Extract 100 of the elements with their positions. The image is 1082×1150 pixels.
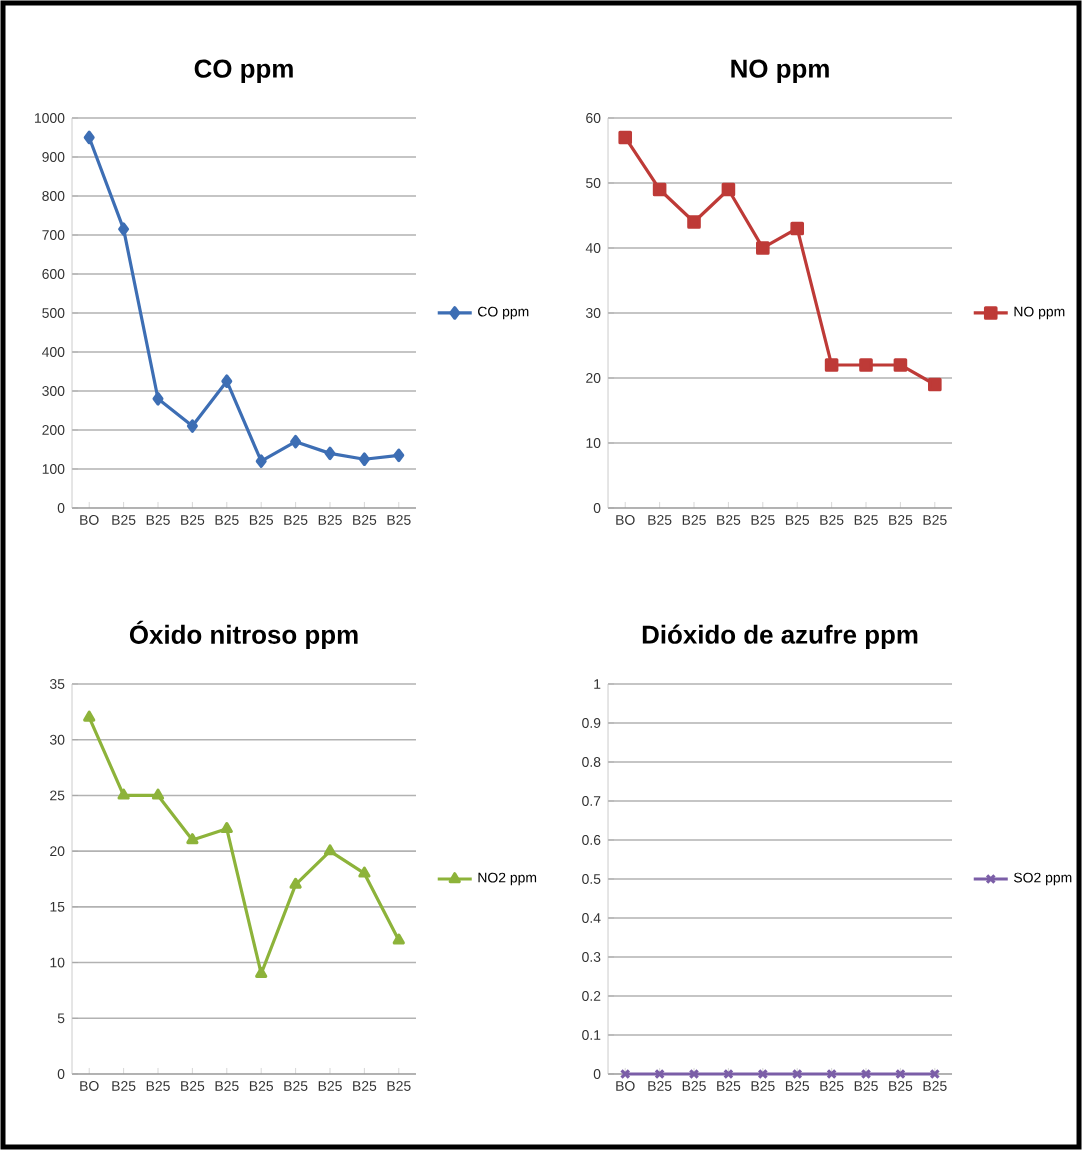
x-tick-label: B25 bbox=[249, 1081, 273, 1091]
y-tick-label: 0 bbox=[57, 503, 65, 513]
y-tick-label: 30 bbox=[49, 734, 65, 745]
point bbox=[186, 419, 198, 433]
x-tick-label: B25 bbox=[249, 515, 273, 525]
y-tick-label: 20 bbox=[586, 373, 601, 383]
chart-title: Dióxido de azufre ppm bbox=[642, 624, 918, 649]
point bbox=[220, 822, 233, 834]
y-tick-label: 0 bbox=[593, 1069, 601, 1079]
x-tick-label: B25 bbox=[215, 1081, 239, 1091]
point bbox=[687, 215, 701, 229]
y-tick-label: 800 bbox=[42, 191, 65, 201]
legend-label: SO2 ppm bbox=[1013, 872, 1072, 886]
legend-label: NO ppm bbox=[1014, 306, 1065, 320]
point bbox=[859, 358, 873, 372]
y-tick-label: 5 bbox=[57, 1013, 65, 1024]
point bbox=[117, 222, 129, 236]
y-tick-label: 200 bbox=[42, 425, 65, 435]
point bbox=[755, 241, 770, 255]
x-tick-label: B25 bbox=[318, 1081, 342, 1091]
y-tick-label: 500 bbox=[42, 308, 65, 318]
point bbox=[289, 434, 301, 449]
y-tick-label: 1000 bbox=[34, 113, 65, 123]
x-tick-label: BO bbox=[616, 515, 635, 525]
point bbox=[927, 377, 942, 392]
point bbox=[151, 788, 164, 800]
x-tick-label: B25 bbox=[682, 1081, 706, 1091]
y-tick-label: 0 bbox=[57, 1069, 65, 1079]
point bbox=[255, 454, 267, 468]
y-tick-label: 0.7 bbox=[582, 796, 601, 806]
point bbox=[893, 358, 908, 372]
y-tick-label: 20 bbox=[50, 846, 65, 857]
x-tick-label: B25 bbox=[854, 515, 878, 525]
y-tick-label: 40 bbox=[585, 243, 601, 253]
chart-title: NO ppm bbox=[731, 59, 829, 83]
x-tick-label: B25 bbox=[284, 1081, 308, 1091]
point bbox=[152, 391, 164, 406]
y-tick-label: 0.8 bbox=[582, 757, 601, 767]
x-tick-label: B25 bbox=[785, 1081, 809, 1091]
chart-title: CO ppm bbox=[194, 59, 293, 83]
chart-title: Óxido nitroso ppm bbox=[129, 620, 358, 649]
x-tick-label: B25 bbox=[648, 515, 672, 525]
x-tick-label: B25 bbox=[889, 1081, 913, 1091]
y-tick-label: 0.3 bbox=[582, 952, 601, 962]
x-tick-label: B25 bbox=[717, 515, 741, 525]
x-tick-label: B25 bbox=[820, 515, 844, 525]
y-tick-label: 1 bbox=[594, 679, 601, 689]
x-tick-label: B25 bbox=[923, 1081, 947, 1091]
y-tick-label: 10 bbox=[50, 957, 65, 968]
y-tick-label: 0.4 bbox=[582, 913, 601, 923]
y-tick-label: 0.9 bbox=[582, 718, 601, 728]
point bbox=[254, 966, 268, 978]
point bbox=[186, 833, 199, 845]
x-tick-label: B25 bbox=[820, 1081, 844, 1091]
point bbox=[82, 710, 96, 722]
y-tick-label: 700 bbox=[42, 230, 65, 240]
y-tick-label: 0.2 bbox=[582, 991, 601, 1001]
x-tick-label: B25 bbox=[146, 1081, 170, 1091]
point bbox=[618, 130, 632, 145]
point bbox=[324, 446, 336, 461]
point bbox=[358, 866, 371, 878]
legend-label: CO ppm bbox=[477, 306, 529, 320]
x-tick-label: BO bbox=[80, 1081, 99, 1091]
legend-label: NO2 ppm bbox=[478, 872, 536, 886]
y-tick-label: 35 bbox=[49, 679, 65, 689]
y-tick-label: 0.1 bbox=[582, 1030, 601, 1040]
point bbox=[721, 182, 736, 197]
x-tick-label: B25 bbox=[181, 1081, 205, 1091]
y-tick-label: 10 bbox=[586, 438, 601, 448]
y-tick-label: 100 bbox=[42, 464, 65, 474]
y-tick-label: 600 bbox=[42, 269, 65, 279]
y-tick-label: 0 bbox=[593, 503, 601, 513]
x-tick-label: B25 bbox=[751, 1081, 775, 1091]
point bbox=[83, 130, 95, 145]
y-tick-label: 300 bbox=[42, 386, 65, 396]
x-tick-label: B25 bbox=[648, 1081, 672, 1091]
y-tick-label: 0.6 bbox=[582, 835, 601, 845]
x-tick-label: B25 bbox=[387, 1081, 411, 1091]
y-tick-label: 25 bbox=[50, 790, 65, 801]
point bbox=[221, 374, 233, 389]
x-tick-label: B25 bbox=[889, 515, 913, 525]
y-tick-label: 0.5 bbox=[582, 874, 601, 884]
x-tick-label: B25 bbox=[854, 1081, 878, 1091]
x-tick-label: B25 bbox=[112, 1081, 136, 1091]
x-tick-label: B25 bbox=[682, 515, 706, 525]
point bbox=[358, 452, 370, 467]
y-tick-label: 30 bbox=[585, 308, 601, 318]
y-tick-label: 400 bbox=[41, 347, 65, 357]
x-tick-label: BO bbox=[80, 515, 99, 525]
x-tick-label: B25 bbox=[215, 515, 239, 525]
x-tick-label: B25 bbox=[181, 515, 205, 525]
y-tick-label: 60 bbox=[586, 113, 601, 123]
x-tick-label: B25 bbox=[112, 515, 136, 525]
y-tick-label: 15 bbox=[50, 901, 65, 912]
x-tick-label: B25 bbox=[284, 515, 308, 525]
point bbox=[652, 182, 667, 197]
point bbox=[393, 448, 405, 463]
point bbox=[790, 221, 804, 236]
x-tick-label: B25 bbox=[717, 1081, 741, 1091]
point bbox=[824, 358, 839, 372]
